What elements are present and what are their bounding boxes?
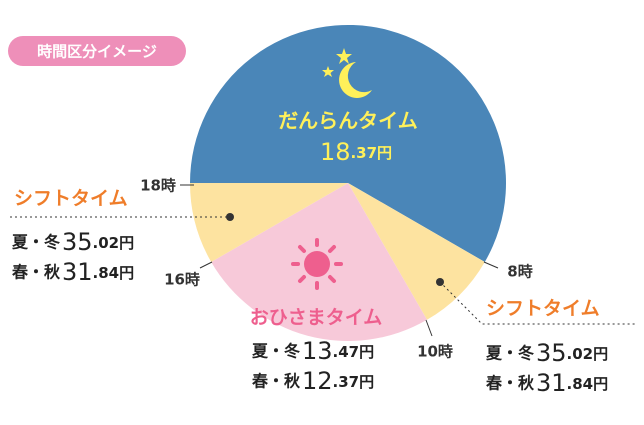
season: 夏・冬: [11, 233, 60, 252]
season: 夏・冬: [251, 342, 300, 361]
time-label: 16時: [164, 271, 200, 289]
price-dec: .02円: [567, 345, 609, 363]
time-label: 8時: [507, 263, 532, 281]
price-int: 35: [62, 228, 93, 256]
price: 31.84円: [62, 258, 134, 286]
period-name: だんらんタイム: [278, 109, 418, 133]
price-dec: .84円: [567, 375, 609, 393]
badge: 時間区分イメージ: [37, 43, 157, 61]
price: 13.47円: [302, 337, 374, 365]
price-int: 12: [302, 367, 333, 395]
price: 35.02円: [536, 339, 608, 367]
price-int: 31: [536, 369, 567, 397]
period-name: おひさまタイム: [250, 307, 383, 329]
leaders: [10, 184, 636, 337]
period-name: シフトタイム: [486, 298, 600, 320]
price-dec: .37円: [333, 373, 375, 391]
period-name: シフトタイム: [14, 188, 128, 210]
price-int: 13: [302, 337, 333, 365]
danran-wedge: [190, 24, 506, 262]
price: 18.37円: [320, 138, 392, 166]
price-int: 18: [320, 138, 351, 166]
dot: [436, 278, 444, 286]
shift-wedge: [348, 183, 485, 320]
price: 35.02円: [62, 228, 134, 256]
season: 春・秋: [11, 263, 61, 282]
badge-bg: [8, 36, 186, 66]
price-dec: .02円: [93, 234, 135, 252]
price: 12.37円: [302, 367, 374, 395]
time-label: 18時: [140, 177, 176, 195]
price-int: 35: [536, 339, 567, 367]
price: 31.84円: [536, 369, 608, 397]
time-label: 10時: [417, 343, 453, 361]
season: 夏・冬: [485, 344, 534, 363]
price-dec: .37円: [350, 144, 392, 162]
price-dec: .84円: [93, 264, 135, 282]
price-int: 31: [62, 258, 93, 286]
dot: [226, 213, 234, 221]
moon-icon: [322, 48, 372, 98]
season: 春・秋: [251, 372, 301, 391]
price-dec: .47円: [333, 343, 375, 361]
season: 春・秋: [485, 374, 535, 393]
shift-wedge: [190, 183, 348, 262]
sun-icon: [291, 238, 343, 290]
